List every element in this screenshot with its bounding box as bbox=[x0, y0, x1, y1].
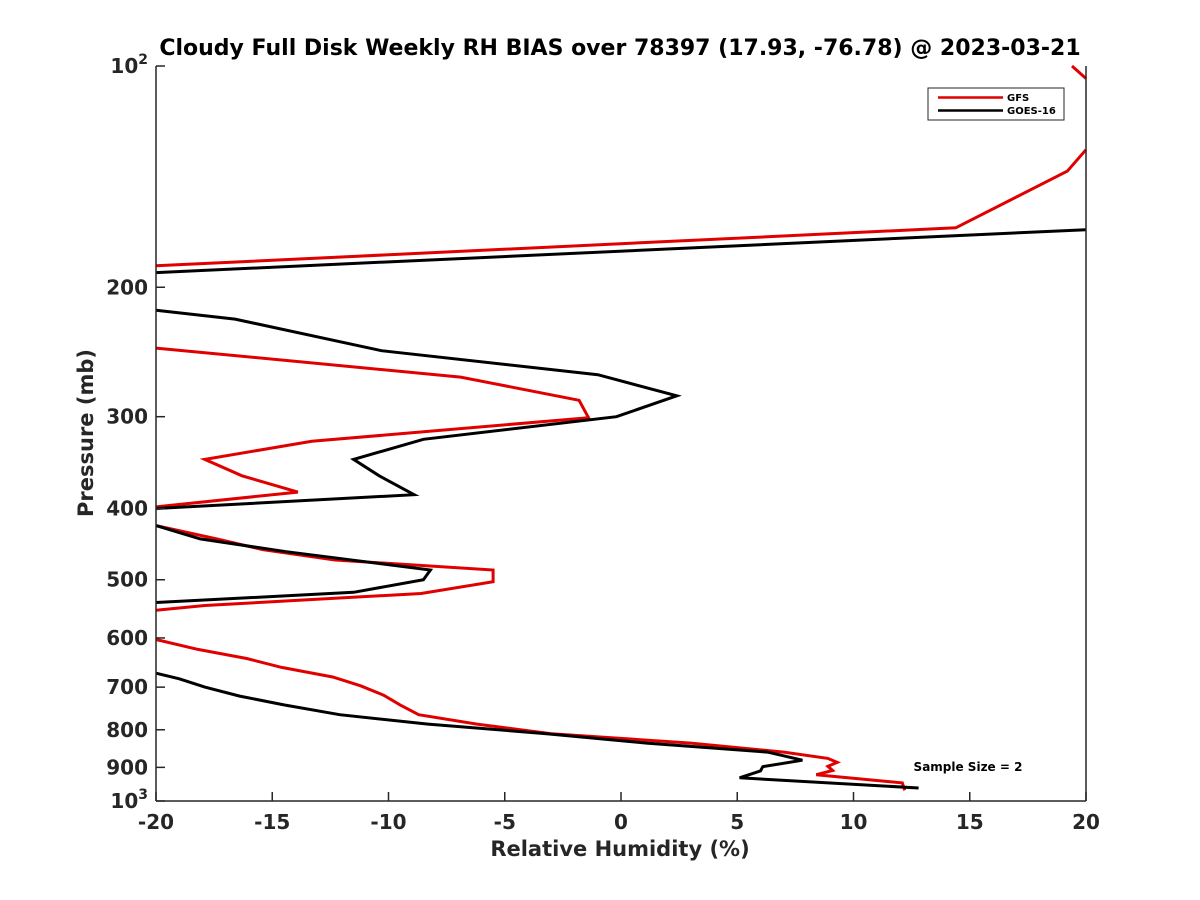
y-tick-label: 700 bbox=[106, 675, 148, 699]
series-line-gfs-4 bbox=[155, 638, 907, 791]
chart-title: Cloudy Full Disk Weekly RH BIAS over 783… bbox=[159, 36, 1080, 61]
legend-label-gfs: GFS bbox=[1007, 93, 1029, 104]
y-tick-label: 300 bbox=[106, 405, 148, 429]
y-tick-label: 200 bbox=[106, 275, 148, 299]
y-tick-label: 103 bbox=[110, 787, 148, 813]
y-tick-label: 600 bbox=[106, 626, 148, 650]
series-line-goes-16-3 bbox=[155, 671, 919, 790]
y-tick-label: 400 bbox=[106, 497, 148, 521]
x-tick-label: -5 bbox=[494, 810, 516, 834]
y-tick-label: 102 bbox=[110, 52, 148, 78]
x-tick-label: -10 bbox=[370, 810, 406, 834]
y-tick-label: 500 bbox=[106, 568, 148, 592]
series-line-gfs-1 bbox=[155, 148, 1088, 268]
series-line-gfs-2 bbox=[155, 346, 591, 509]
legend-label-goes-16: GOES-16 bbox=[1007, 106, 1056, 117]
series-line-goes-16-1 bbox=[155, 308, 682, 510]
legend-box bbox=[927, 87, 1065, 121]
y-tick-label: 800 bbox=[106, 718, 148, 742]
x-tick-label: 10 bbox=[840, 810, 868, 834]
x-tick-label: 20 bbox=[1072, 810, 1100, 834]
y-axis-label: Pressure (mb) bbox=[74, 349, 98, 517]
series-line-goes-16-0 bbox=[155, 228, 1087, 275]
plot-series bbox=[155, 64, 1088, 791]
tick-labels: -20 -15 -10 -5 0 5 10 15 20 102 200 300 400 500 600 700… bbox=[106, 52, 1100, 834]
x-tick-label: -15 bbox=[254, 810, 290, 834]
series-line-goes-16-2 bbox=[155, 524, 434, 604]
x-tick-label: 0 bbox=[614, 810, 628, 834]
sample-size-annotation: Sample Size = 2 bbox=[914, 760, 1023, 774]
series-line-gfs-0 bbox=[1071, 64, 1087, 80]
x-axis-label: Relative Humidity (%) bbox=[490, 837, 749, 861]
x-tick-label: 5 bbox=[730, 810, 744, 834]
x-tick-label: -20 bbox=[138, 810, 174, 834]
x-tick-label: 15 bbox=[956, 810, 984, 834]
legend: GFS GOES-16 bbox=[927, 87, 1065, 121]
y-tick-label: 900 bbox=[106, 755, 148, 779]
